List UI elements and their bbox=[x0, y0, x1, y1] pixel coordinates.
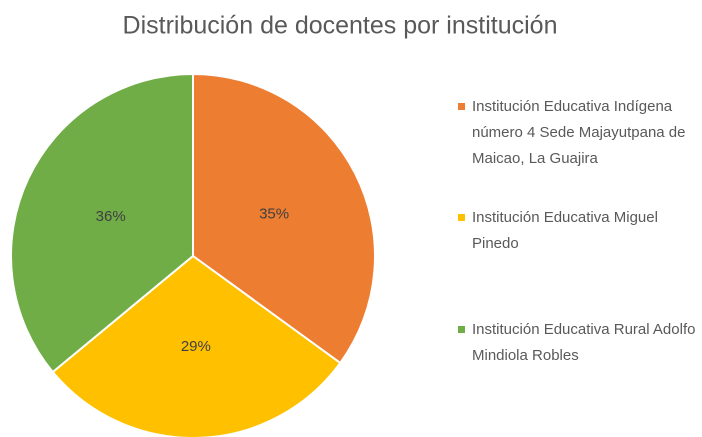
legend-swatch bbox=[458, 103, 465, 110]
legend-label: Institución Educativa Rural Adolfo Mindi… bbox=[472, 321, 696, 364]
legend-entry: Institución Educativa Rural Adolfo Mindi… bbox=[456, 317, 696, 369]
legend-entry: Institución Educativa Indígena número 4 … bbox=[456, 94, 696, 172]
pie-slice bbox=[10, 72, 194, 374]
pie-slice bbox=[192, 72, 376, 365]
data-label: 36% bbox=[96, 208, 126, 225]
legend-swatch bbox=[458, 326, 465, 333]
legend-entry: Institución Educativa Miguel Pinedo bbox=[456, 205, 696, 257]
pie-slice bbox=[51, 254, 342, 437]
legend-label: Institución Educativa Indígena número 4 … bbox=[472, 98, 686, 167]
chart-title: Distribución de docentes por institución bbox=[123, 12, 558, 40]
legend-label: Institución Educativa Miguel Pinedo bbox=[472, 209, 658, 252]
data-label: 29% bbox=[181, 338, 211, 355]
legend-swatch bbox=[458, 214, 465, 221]
data-label: 35% bbox=[259, 206, 289, 223]
